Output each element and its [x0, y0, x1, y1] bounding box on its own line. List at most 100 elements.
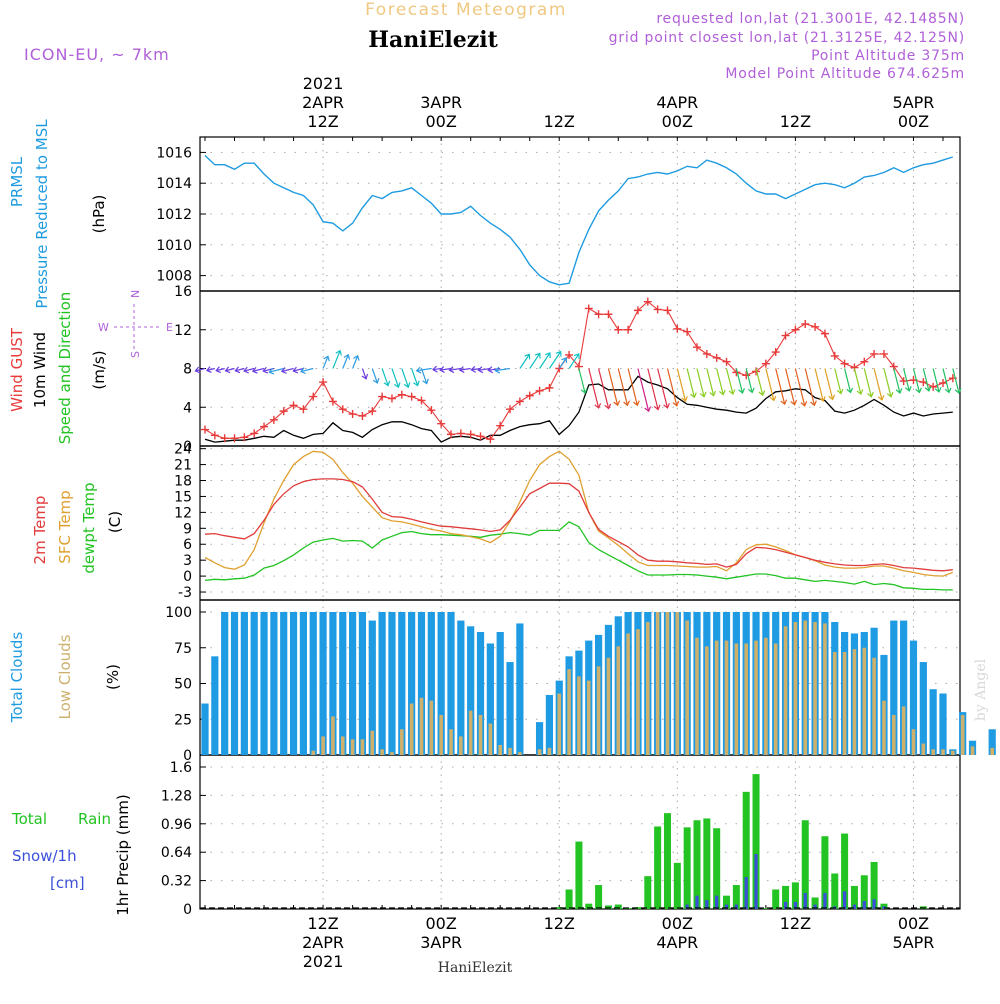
wind-direction-arrowhead	[828, 394, 836, 401]
wind-direction-arrowhead	[877, 395, 885, 401]
wind-gust-marker	[427, 406, 436, 415]
wind-speed-line	[204, 375, 953, 443]
total-cloud-bar	[919, 662, 927, 755]
wind-direction-arrow	[529, 353, 541, 369]
total-cloud-bar	[427, 612, 435, 755]
wind-direction-arrowhead	[867, 391, 874, 398]
wind-direction-arrow	[391, 368, 400, 388]
pressure-line	[204, 154, 954, 286]
wind-direction-arrowhead	[758, 390, 766, 397]
wind-direction-arrow	[558, 357, 567, 369]
low-cloud-bar	[705, 646, 709, 755]
wind-label-gust: Wind GUST	[8, 327, 26, 412]
wind-direction-arrowhead	[224, 366, 231, 374]
wind-direction-arrowhead	[699, 391, 707, 398]
low-cloud-bar	[626, 633, 630, 755]
wind-direction-arrowhead	[534, 352, 541, 359]
wind-direction-arrowhead	[561, 357, 568, 364]
wind-direction-arrowhead	[292, 366, 299, 374]
wind-gust-marker	[820, 329, 829, 338]
low-cloud-bar	[419, 697, 424, 755]
low-cloud-bar	[400, 729, 404, 755]
total-cloud-bar	[250, 612, 258, 755]
pressure-ytick-label: 1012	[156, 207, 192, 223]
low-cloud-bar	[793, 622, 798, 755]
wind-gust-marker	[860, 357, 869, 366]
low-cloud-bar	[773, 643, 778, 755]
precip-ytick-label: 1.28	[161, 788, 192, 804]
wind-direction-arrow	[195, 367, 206, 372]
low-cloud-bar	[606, 657, 611, 755]
low-cloud-bar	[960, 714, 965, 755]
pressure-ytick-label: 1016	[156, 145, 192, 161]
clouds-label-total: Total Clouds	[8, 632, 26, 724]
wind-direction-arrowhead	[672, 400, 680, 407]
wind-direction-arrow	[332, 350, 341, 369]
wind-gust-marker	[525, 391, 534, 400]
snow-bar	[843, 891, 847, 909]
total-cloud-bar	[349, 612, 357, 755]
low-cloud-bar	[340, 736, 345, 755]
wind-direction-arrowhead	[915, 387, 922, 394]
snow-bar	[695, 895, 699, 909]
wind-direction-arrow	[676, 368, 687, 402]
low-cloud-bar	[921, 743, 926, 755]
wind-direction-arrow	[745, 368, 753, 393]
low-cloud-bar	[449, 729, 453, 755]
wind-direction-arrowhead	[769, 395, 777, 402]
wind-gust-marker	[742, 371, 751, 380]
low-cloud-bar	[518, 752, 522, 755]
wind-gust-marker	[496, 421, 505, 430]
wind-gust-marker	[309, 392, 318, 401]
wind-direction-arrowhead	[335, 349, 342, 356]
time-label-bottom: 2APR	[302, 933, 344, 952]
low-cloud-bar	[646, 622, 650, 755]
wind-gust-marker	[515, 397, 524, 406]
wind-direction-arrowhead	[709, 390, 717, 397]
wind-direction-arrow	[755, 368, 764, 396]
wind-direction-arrowhead	[432, 365, 438, 373]
total-cloud-bar	[319, 612, 327, 755]
wind-direction-arrow	[784, 368, 796, 405]
time-label-top: 4APR	[656, 93, 698, 112]
wind-gust-marker	[201, 425, 209, 434]
wind-direction-arrowhead	[544, 352, 551, 359]
wind-direction-arrow	[478, 367, 491, 371]
wind-direction-arrow	[627, 368, 638, 406]
wind-direction-arrow	[548, 351, 562, 369]
wind-gust-marker	[289, 401, 298, 410]
wind-gust-marker	[604, 310, 613, 319]
wind-direction-arrowhead	[613, 400, 621, 407]
wind-direction-arrow	[568, 353, 580, 369]
low-cloud-bar	[675, 612, 680, 755]
rain-bar	[821, 836, 829, 909]
wind-direction-arrowhead	[243, 366, 249, 374]
total-cloud-bar	[909, 640, 918, 755]
wind-direction-arrowhead	[690, 392, 697, 399]
time-label-top: 2APR	[302, 93, 344, 112]
wind-direction-arrow	[449, 367, 461, 371]
total-cloud-bar	[368, 620, 376, 755]
wind-direction-arrow	[416, 367, 432, 372]
snow-bar	[823, 893, 827, 909]
closest-grid-point: grid point closest lon,lat (21.3125E, 42…	[609, 30, 965, 46]
low-cloud-bar	[311, 750, 316, 755]
low-cloud-bar	[764, 637, 768, 755]
wind-direction-arrow	[300, 367, 314, 373]
rain-bar	[604, 905, 612, 909]
wind-direction-arrow	[863, 368, 872, 397]
low-cloud-bar	[941, 749, 945, 755]
low-cloud-bar	[951, 750, 955, 755]
total-cloud-bar	[299, 612, 307, 755]
wind-gust-marker	[663, 306, 672, 315]
wind-direction-arrowhead	[904, 386, 912, 392]
wind-direction-arrow	[657, 368, 669, 409]
wind-direction-arrow	[495, 367, 511, 372]
low-cloud-bar	[508, 747, 512, 755]
rain-bar	[644, 876, 652, 909]
low-cloud-bar	[557, 693, 562, 755]
total-cloud-bar	[230, 612, 239, 755]
precip-ytick-label: 1.6	[170, 760, 192, 776]
wind-direction-arrowhead	[800, 400, 808, 407]
